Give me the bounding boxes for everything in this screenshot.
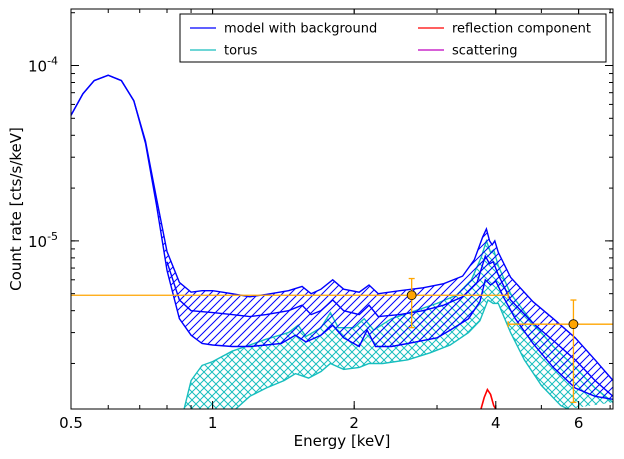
x-axis-label: Energy [keV] (294, 432, 391, 450)
y-tick-label: 10-4 (28, 55, 58, 76)
legend-label: model with background (224, 22, 377, 37)
legend-entry: torus (190, 44, 258, 59)
x-tick-label: 1 (208, 414, 218, 432)
model-middle-line (166, 254, 613, 397)
x-tick-label: 6 (574, 414, 584, 432)
x-tick-label: 2 (349, 414, 359, 432)
legend-label: reflection component (452, 22, 591, 37)
legend-label: torus (224, 44, 258, 59)
legend-box (179, 13, 607, 63)
data-marker (406, 290, 417, 301)
model-upper-line (71, 74, 613, 381)
legend-entry: model with background (190, 22, 377, 37)
legend-entry: reflection component (418, 22, 591, 37)
legend: model with background reflection componen… (179, 13, 607, 63)
data-marker (568, 319, 579, 330)
axes: 0.5 1 2 4 6 10-5 10-4 (28, 8, 614, 432)
legend-label: scattering (452, 44, 518, 59)
reflection-line (480, 387, 497, 409)
y-axis-label: Count rate [cts/s/keV] (7, 127, 25, 291)
x-tick-label: 0.5 (59, 414, 83, 432)
model-lower-line (71, 74, 613, 400)
data-point-2 (507, 299, 613, 404)
model-band-fill (71, 75, 613, 400)
plot-frame (70, 8, 614, 410)
data-point-1 (71, 277, 509, 329)
torus-lower-line (235, 298, 569, 409)
legend-entry: scattering (418, 44, 518, 59)
y-tick-label: 10-5 (28, 230, 58, 251)
plot-area (71, 74, 613, 409)
x-tick-label: 4 (491, 414, 501, 432)
